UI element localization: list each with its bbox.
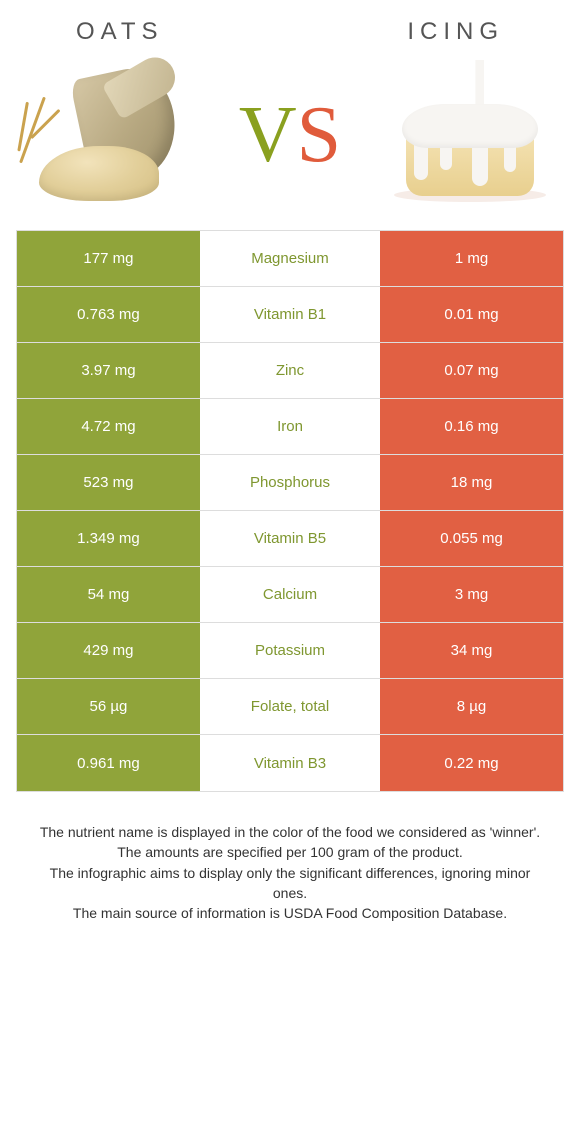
table-row: 0.961 mgVitamin B30.22 mg xyxy=(17,735,563,791)
vs-label: VS xyxy=(239,95,341,175)
nutrient-name: Phosphorus xyxy=(200,455,380,510)
hero-row: VS xyxy=(16,60,564,226)
title-right: Icing xyxy=(407,18,504,46)
icing-value: 18 mg xyxy=(380,455,563,510)
icing-value: 0.16 mg xyxy=(380,399,563,454)
oats-value: 54 mg xyxy=(17,567,200,622)
oats-value: 523 mg xyxy=(17,455,200,510)
icing-value: 3 mg xyxy=(380,567,563,622)
footnote-line: The main source of information is USDA F… xyxy=(36,903,544,923)
header: Oats Icing xyxy=(16,18,564,60)
icing-value: 0.01 mg xyxy=(380,287,563,342)
footnote-line: The nutrient name is displayed in the co… xyxy=(36,822,544,842)
table-row: 523 mgPhosphorus18 mg xyxy=(17,455,563,511)
nutrient-name: Potassium xyxy=(200,623,380,678)
table-row: 3.97 mgZinc0.07 mg xyxy=(17,343,563,399)
vs-v: V xyxy=(239,95,297,175)
oats-value: 0.961 mg xyxy=(17,735,200,791)
oats-value: 429 mg xyxy=(17,623,200,678)
icing-value: 34 mg xyxy=(380,623,563,678)
oats-image xyxy=(20,60,200,210)
infographic-page: Oats Icing VS 177 mgMagnesium1 mg0.763 m… xyxy=(0,0,580,963)
vs-s: S xyxy=(297,95,342,175)
oats-value: 4.72 mg xyxy=(17,399,200,454)
table-row: 54 mgCalcium3 mg xyxy=(17,567,563,623)
table-row: 0.763 mgVitamin B10.01 mg xyxy=(17,287,563,343)
footnotes: The nutrient name is displayed in the co… xyxy=(16,792,564,923)
nutrient-name: Zinc xyxy=(200,343,380,398)
nutrient-name: Vitamin B5 xyxy=(200,511,380,566)
nutrient-name: Folate, total xyxy=(200,679,380,734)
icing-image xyxy=(380,60,560,210)
table-row: 177 mgMagnesium1 mg xyxy=(17,231,563,287)
nutrient-name: Vitamin B3 xyxy=(200,735,380,791)
icing-value: 8 µg xyxy=(380,679,563,734)
nutrient-name: Magnesium xyxy=(200,231,380,286)
nutrient-table: 177 mgMagnesium1 mg0.763 mgVitamin B10.0… xyxy=(16,230,564,792)
table-row: 429 mgPotassium34 mg xyxy=(17,623,563,679)
nutrient-name: Iron xyxy=(200,399,380,454)
icing-value: 0.22 mg xyxy=(380,735,563,791)
oats-value: 1.349 mg xyxy=(17,511,200,566)
icing-value: 1 mg xyxy=(380,231,563,286)
oats-value: 3.97 mg xyxy=(17,343,200,398)
table-row: 56 µgFolate, total8 µg xyxy=(17,679,563,735)
table-row: 1.349 mgVitamin B50.055 mg xyxy=(17,511,563,567)
oats-value: 0.763 mg xyxy=(17,287,200,342)
footnote-line: The amounts are specified per 100 gram o… xyxy=(36,842,544,862)
title-left: Oats xyxy=(76,18,164,46)
footnote-line: The infographic aims to display only the… xyxy=(36,863,544,904)
table-row: 4.72 mgIron0.16 mg xyxy=(17,399,563,455)
icing-value: 0.055 mg xyxy=(380,511,563,566)
icing-value: 0.07 mg xyxy=(380,343,563,398)
oats-value: 177 mg xyxy=(17,231,200,286)
nutrient-name: Vitamin B1 xyxy=(200,287,380,342)
nutrient-name: Calcium xyxy=(200,567,380,622)
oats-value: 56 µg xyxy=(17,679,200,734)
